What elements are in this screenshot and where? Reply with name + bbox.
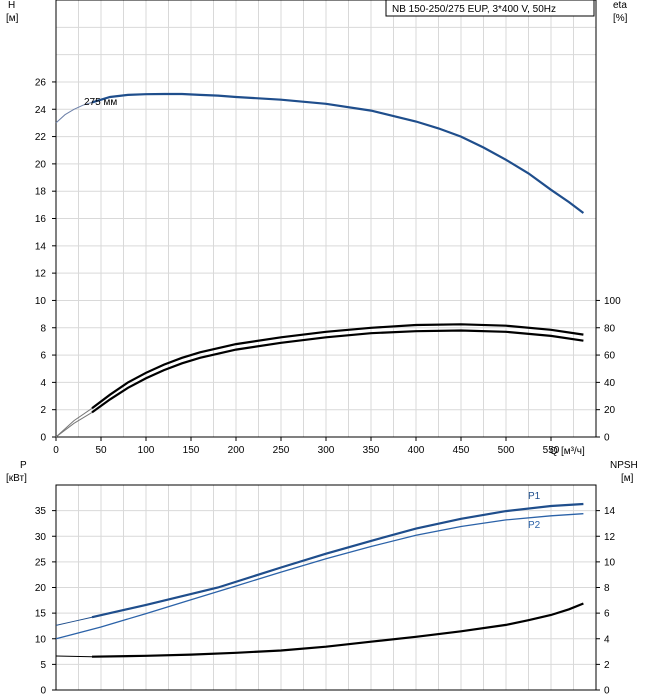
flow-tick-label: 150 xyxy=(183,445,200,456)
power-y-ticks: 0 5 10 15 20 25 30 35 xyxy=(35,506,56,697)
flow-tick-label: 300 xyxy=(318,445,335,456)
flow-tick-label: 450 xyxy=(453,445,470,456)
flow-tick-label: 100 xyxy=(138,445,155,456)
npsh-tick-label: 14 xyxy=(604,506,616,517)
head-tick-label: 22 xyxy=(35,132,47,143)
power-axis-label: P xyxy=(20,460,27,471)
power-tick-label: 30 xyxy=(35,532,47,543)
npsh-curve xyxy=(91,602,584,658)
eta-tick-label: 100 xyxy=(604,296,621,307)
head-tick-label: 16 xyxy=(35,214,47,225)
head-tick-label: 18 xyxy=(35,187,47,198)
head-tick-label: 8 xyxy=(40,323,46,334)
head-tick-label: 0 xyxy=(40,433,46,444)
head-tick-label: 6 xyxy=(40,351,46,362)
power-tick-label: 5 xyxy=(40,660,46,671)
eta-upper-extension-curve xyxy=(55,407,93,438)
flow-tick-label: 0 xyxy=(53,445,59,456)
head-tick-label: 14 xyxy=(35,241,47,252)
flow-x-ticks: 0 50 100 150 200 250 300 350 400 450 500 550 xyxy=(53,437,560,456)
npsh-tick-label: 12 xyxy=(604,532,616,543)
curves-layer xyxy=(55,92,585,658)
flow-tick-label: 350 xyxy=(363,445,380,456)
eta-tick-label: 40 xyxy=(604,378,616,389)
head-tick-label: 12 xyxy=(35,269,47,280)
flow-axis-label: Q xyxy=(550,446,558,457)
eta-lower-curve xyxy=(91,329,584,414)
npsh-tick-label: 2 xyxy=(604,660,610,671)
npsh-tick-label: 4 xyxy=(604,634,610,645)
npsh-extension-curve xyxy=(55,655,93,658)
eta-tick-label: 0 xyxy=(604,433,610,444)
npsh-axis-label: NPSH xyxy=(610,460,638,471)
flow-tick-label: 50 xyxy=(95,445,107,456)
npsh-tick-label: 6 xyxy=(604,609,610,620)
eta-axis-label: eta xyxy=(613,0,627,11)
eta-axis-unit: [%] xyxy=(613,13,628,24)
P1-extension-curve xyxy=(55,616,93,626)
eta-lower-extension-curve xyxy=(55,411,93,438)
flow-tick-label: 500 xyxy=(498,445,515,456)
p2-curve xyxy=(55,513,584,640)
p1-curve xyxy=(91,502,584,619)
flow-tick-label: 550 xyxy=(543,445,560,456)
impeller-diameter-label: 275 мм xyxy=(84,97,117,108)
eta-upper-curve xyxy=(91,323,584,410)
power-panel-grid xyxy=(55,484,597,691)
eta-y-ticks: 0 20 40 60 80 100 xyxy=(596,296,621,444)
eta-tick-label: 80 xyxy=(604,323,616,334)
eta-tick-label: 60 xyxy=(604,351,616,362)
npsh-tick-label: 0 xyxy=(604,686,610,697)
head-axis-unit: [м] xyxy=(6,13,19,24)
power-tick-label: 15 xyxy=(35,609,47,620)
power-tick-label: 35 xyxy=(35,506,47,517)
chart-title-box: NB 150-250/275 EUP, 3*400 V, 50Hz xyxy=(385,0,595,17)
head-axis-label: H xyxy=(8,0,15,11)
p2-series-label: P2 xyxy=(528,520,541,531)
flow-tick-label: 250 xyxy=(273,445,290,456)
p1-series-label: P1 xyxy=(528,491,541,502)
power-tick-label: 20 xyxy=(35,583,47,594)
head-tick-label: 2 xyxy=(40,405,46,416)
npsh-y-ticks: 0 2 4 6 8 10 12 14 xyxy=(596,506,616,697)
power-tick-label: 10 xyxy=(35,634,47,645)
flow-tick-label: 200 xyxy=(228,445,245,456)
flow-tick-label: 400 xyxy=(408,445,425,456)
head-tick-label: 24 xyxy=(35,105,47,116)
eta-tick-label: 20 xyxy=(604,405,616,416)
npsh-axis-unit: [м] xyxy=(621,473,634,484)
power-axis-unit: [кВт] xyxy=(6,473,27,484)
head-tick-label: 10 xyxy=(35,296,47,307)
npsh-tick-label: 8 xyxy=(604,583,610,594)
head-tick-label: 20 xyxy=(35,159,47,170)
head-extension-curve xyxy=(55,101,93,124)
flow-axis-unit: [м³/ч] xyxy=(561,446,585,457)
npsh-tick-label: 10 xyxy=(604,557,616,568)
head-tick-label: 4 xyxy=(40,378,46,389)
head-panel-grid xyxy=(55,0,597,438)
head-tick-label: 26 xyxy=(35,77,47,88)
chart-title: NB 150-250/275 EUP, 3*400 V, 50Hz xyxy=(392,4,556,15)
head-curve xyxy=(91,92,585,214)
power-tick-label: 0 xyxy=(40,686,46,697)
power-tick-label: 25 xyxy=(35,557,47,568)
